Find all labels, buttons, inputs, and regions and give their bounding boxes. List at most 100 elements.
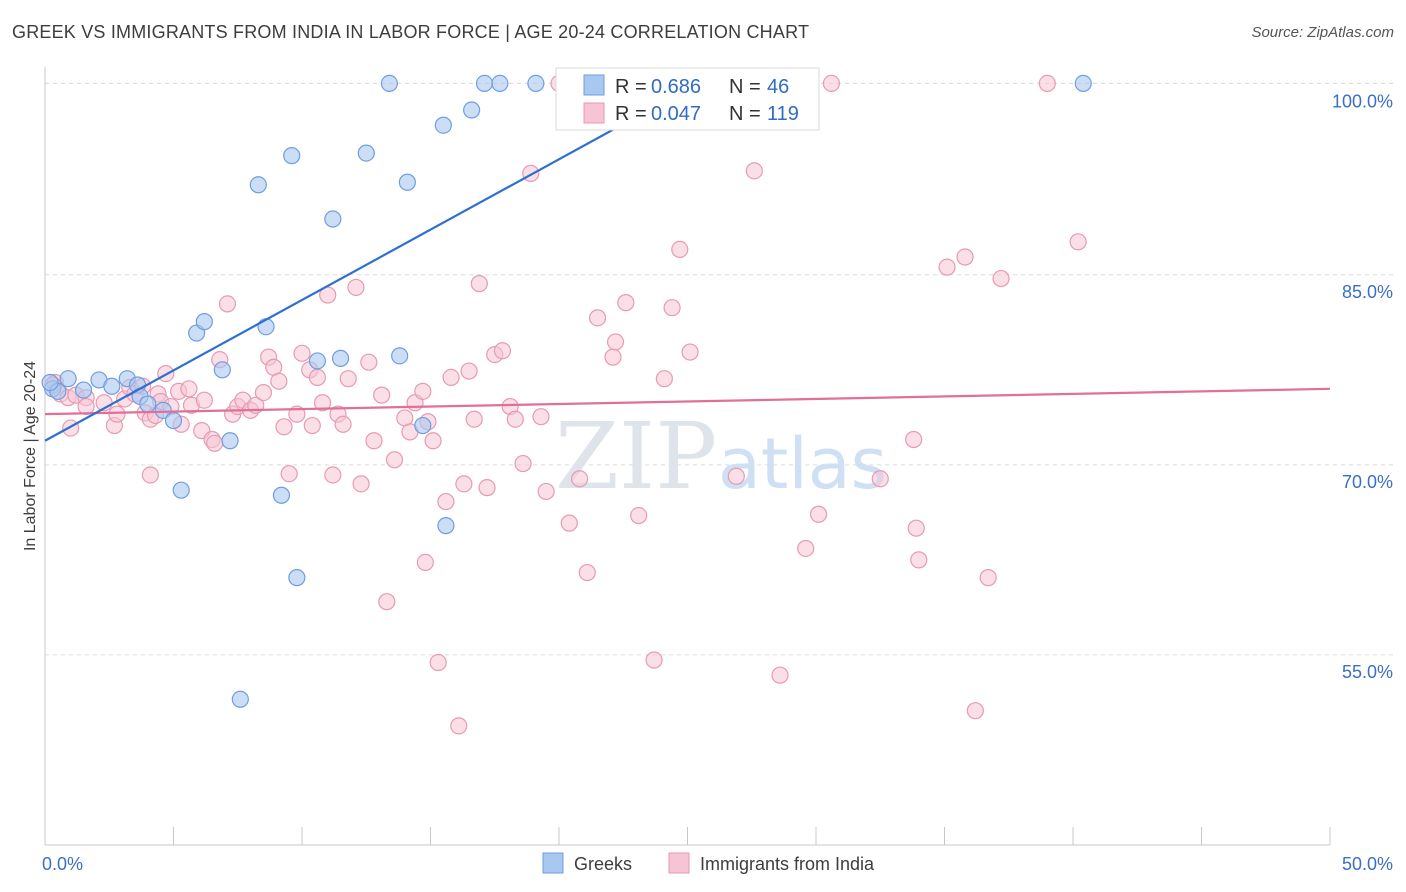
india-point <box>771 666 789 684</box>
india-point <box>604 348 622 366</box>
india-point <box>578 563 596 582</box>
india-point <box>493 342 512 360</box>
greeks-r-label: R = <box>615 76 647 98</box>
india-point <box>905 430 923 449</box>
greeks-point <box>249 176 267 194</box>
india-r-label: R = <box>615 103 647 125</box>
india-point <box>437 492 455 511</box>
watermark-atlas: atlas <box>718 423 887 505</box>
tick-labels: 55.0% 70.0% 85.0% 100.0% 0.0% 50.0% <box>42 92 1393 874</box>
india-point <box>324 466 342 484</box>
india-point <box>293 344 311 362</box>
india-point <box>992 269 1010 288</box>
india-point <box>956 248 974 266</box>
india-point <box>630 506 648 525</box>
greeks-point <box>74 381 93 399</box>
india-point <box>180 380 198 398</box>
india-point <box>663 299 681 317</box>
india-point <box>385 451 404 469</box>
greeks-point <box>527 74 545 93</box>
greeks-point <box>308 352 327 370</box>
greeks-point <box>475 74 494 93</box>
greeks-point <box>391 347 409 365</box>
india-point <box>303 416 321 435</box>
series-legend: Greeks Immigrants from India <box>542 852 875 874</box>
greeks-point <box>357 144 375 162</box>
greeks-point <box>154 401 172 419</box>
india-point <box>907 519 925 537</box>
india-point <box>1069 233 1087 251</box>
india-point <box>745 162 763 180</box>
greeks-point <box>221 432 239 450</box>
legend-greeks-icon <box>542 852 564 874</box>
legend-india-icon <box>668 852 690 874</box>
greeks-r-value: 0.686 <box>651 76 701 98</box>
india-point <box>478 479 496 497</box>
india-point <box>655 370 673 388</box>
watermark-zip: ZIP <box>555 403 717 510</box>
y-tick-label-2: 85.0% <box>1342 282 1393 302</box>
stats-legend: R = 0.686 N = 46 R = 0.047 N = 119 <box>555 67 820 131</box>
india-n-value: 119 <box>767 103 799 125</box>
greeks-points <box>41 74 1092 708</box>
greeks-point <box>103 377 121 395</box>
india-point <box>254 384 273 402</box>
india-point <box>465 410 483 428</box>
india-point <box>365 432 383 450</box>
india-point <box>606 333 625 351</box>
greeks-n-value: 46 <box>767 76 789 98</box>
greeks-point <box>272 486 291 504</box>
india-point <box>313 394 332 412</box>
india-point <box>570 470 589 488</box>
india-point <box>347 278 365 297</box>
greeks-point <box>257 318 275 336</box>
india-point <box>108 405 126 423</box>
x-tick-label-min: 0.0% <box>42 854 83 874</box>
india-point <box>424 432 442 450</box>
india-point <box>334 415 352 433</box>
india-trend-line <box>44 387 1331 416</box>
india-point <box>809 505 828 523</box>
greeks-point <box>41 373 59 392</box>
y-tick-label-0: 55.0% <box>1342 662 1393 682</box>
india-point <box>617 294 635 312</box>
india-point <box>352 475 370 493</box>
india-point <box>537 482 555 501</box>
greeks-point <box>213 361 231 379</box>
india-point <box>727 467 745 485</box>
india-point <box>979 569 997 587</box>
india-point <box>514 454 532 473</box>
greeks-point <box>164 411 183 430</box>
india-point <box>506 410 524 428</box>
greeks-point <box>139 395 157 413</box>
india-point <box>339 370 357 388</box>
india-r-value: 0.047 <box>651 103 701 125</box>
india-point <box>532 408 550 426</box>
chart-title: GREEK VS IMMIGRANTS FROM INDIA IN LABOR … <box>12 22 810 42</box>
greeks-point <box>288 569 306 587</box>
india-point <box>414 382 432 400</box>
greeks-point <box>1074 74 1092 93</box>
india-n-label: N = <box>729 103 761 125</box>
greeks-point <box>195 313 213 331</box>
india-point <box>645 651 663 669</box>
india-point <box>671 240 689 259</box>
greeks-point <box>324 210 342 228</box>
greeks-point <box>398 173 416 191</box>
india-point <box>560 514 578 532</box>
greeks-point <box>434 116 452 134</box>
india-point <box>822 74 841 93</box>
india-point <box>373 386 391 404</box>
india-point <box>450 717 468 735</box>
india-point <box>910 551 928 569</box>
greeks-point <box>437 517 455 535</box>
india-point <box>966 702 984 720</box>
india-point <box>141 466 159 484</box>
y-axis-label: In Labor Force | Age 20-24 <box>22 361 39 551</box>
greeks-point <box>172 481 190 499</box>
india-point <box>195 391 213 409</box>
greeks-point <box>331 349 350 367</box>
india-point <box>206 434 224 452</box>
india-point <box>797 539 815 558</box>
